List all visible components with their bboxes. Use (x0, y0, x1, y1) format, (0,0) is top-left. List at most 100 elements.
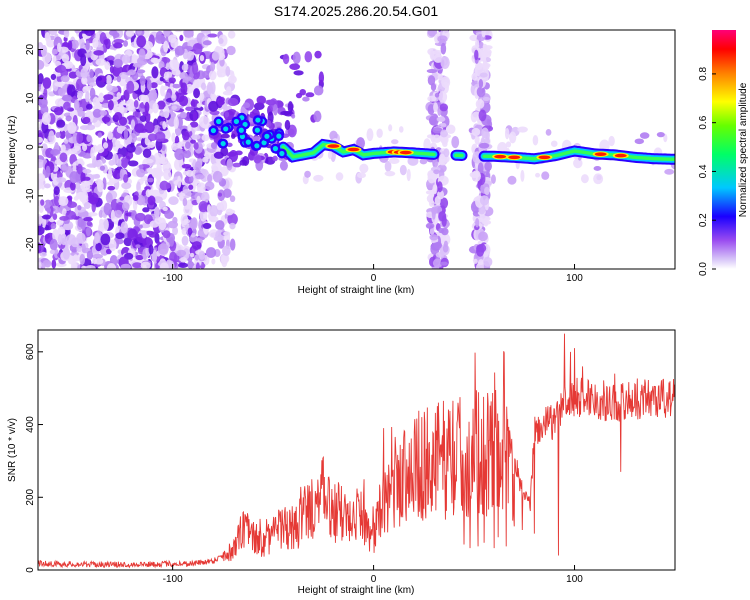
spectrogram-blob (100, 233, 111, 246)
spectrogram-blob (107, 99, 114, 111)
spectrogram-blob (419, 158, 428, 165)
spectrogram-blob (366, 128, 374, 142)
spectrogram-blob (56, 119, 66, 128)
spectrogram-blob (391, 139, 399, 145)
spectrogram-blob (225, 66, 231, 77)
spectrogram-blob (127, 69, 136, 76)
spectrogram-blob (97, 179, 104, 193)
spectrogram-blob (423, 138, 431, 151)
spectrogram-blob (138, 164, 144, 170)
spectrogram-blob (133, 99, 139, 108)
spectrogram-blob (38, 94, 44, 100)
spectrogram-blob (187, 260, 195, 269)
spectrogram-blob (49, 238, 58, 251)
spectrogram-blob (44, 183, 51, 189)
spectrogram-blob (125, 151, 134, 160)
spectrogram-blob (181, 235, 189, 246)
spectrogram-blob (99, 165, 106, 171)
spectrogram-blob (256, 95, 267, 105)
spectrogram-blob (407, 156, 419, 166)
snr-panel: -100 0 100 0 200 400 600 Height of straight l… (7, 329, 676, 596)
spectrogram-blob (43, 260, 51, 265)
spectrogram-blob (505, 141, 512, 148)
spectrogram-blob (187, 124, 192, 132)
spectrogram-blob (239, 159, 248, 166)
spectrogram-blob (634, 138, 645, 145)
spectrogram-blob (656, 132, 665, 138)
spectrogram-blob (305, 92, 315, 98)
spectrogram-blob (63, 30, 70, 39)
spectrogram-blob (299, 89, 306, 96)
spectrogram-blob (136, 168, 146, 178)
spectrogram-blob (173, 116, 179, 129)
spectrogram-blob (432, 127, 443, 134)
spectrogram-blob (434, 92, 440, 98)
spectrogram-blob (388, 124, 393, 132)
spectrogram-blob (168, 196, 179, 206)
spectrogram-blob (105, 192, 113, 204)
spectrogram-blob (120, 221, 129, 234)
spectrogram-blob (79, 211, 89, 217)
colorbar-label: Normalized spectral amplitude (738, 82, 749, 217)
spectrogram-blob (150, 57, 158, 63)
ridge-cluster-core (272, 146, 279, 152)
spectrogram-blob (107, 185, 116, 191)
spectrogram-blob (427, 172, 436, 184)
ridge-cluster-core (279, 150, 285, 157)
ridge-cluster-core (245, 139, 251, 145)
spectrogram-blob (132, 62, 143, 68)
spectrogram-blob (49, 205, 54, 217)
spectrogram-blob (106, 55, 115, 62)
spectrogram-blob (432, 49, 443, 56)
spectrogram-blob (57, 234, 63, 246)
spectrogram-blob (139, 115, 147, 123)
spectrogram-blob (77, 90, 84, 96)
spectrogram-blob (211, 163, 222, 173)
spectrogram-blob (63, 139, 69, 144)
spectrogram-blob (38, 59, 45, 70)
spectrogram-blob (272, 104, 278, 116)
spectrogram-blob (159, 112, 168, 117)
spectrogram-blob (94, 160, 102, 168)
spectrogram-blob (134, 146, 142, 155)
spectrogram-blob (151, 249, 158, 263)
spectrogram-blob (226, 45, 236, 56)
spectrogram-blob (95, 58, 107, 66)
spectrogram-blob (167, 220, 179, 229)
spectrogram-blob (99, 110, 108, 116)
spectrogram-blob (180, 214, 189, 226)
colorbar-tick-label: 0.8 (698, 67, 709, 81)
spectrogram-blob (114, 140, 121, 147)
spectrogram-blob (112, 32, 120, 38)
spectrogram-blob (189, 121, 199, 128)
spectrogram-blob (433, 169, 440, 175)
spectrogram-blob (40, 45, 48, 57)
snr-x-tick-label: 0 (371, 574, 377, 585)
spectrogram-blob (475, 62, 483, 70)
spectrogram-blob (179, 34, 184, 42)
spectrogram-blob (38, 136, 44, 144)
spectrogram-blob (94, 258, 104, 265)
spectrogram-blob (63, 101, 71, 111)
spectrogram-blob (59, 129, 66, 140)
spectrogram-blob (429, 234, 439, 241)
spectrogram-blob (149, 77, 158, 83)
spectrogram-blob (438, 211, 447, 222)
spectrogram-blob (106, 181, 115, 186)
spectrogram-blob (145, 230, 154, 236)
spectrogram-blob (639, 132, 650, 139)
spectrogram-blob (481, 127, 489, 139)
spectrogram-blob (475, 99, 485, 109)
spectrogram-blob (388, 157, 400, 164)
spectrogram-blob (87, 212, 98, 217)
spectrogram-blob (478, 142, 490, 149)
spectrogram-blob (126, 80, 135, 94)
spectrogram-blob (229, 195, 236, 203)
spectrogram-blob (229, 222, 236, 230)
spectrogram-blob (427, 30, 438, 37)
spectrogram-blob (221, 245, 231, 256)
spectrogram-blob (204, 181, 215, 191)
spectrogram-blob (94, 232, 100, 244)
spectrogram-blob (79, 253, 86, 265)
